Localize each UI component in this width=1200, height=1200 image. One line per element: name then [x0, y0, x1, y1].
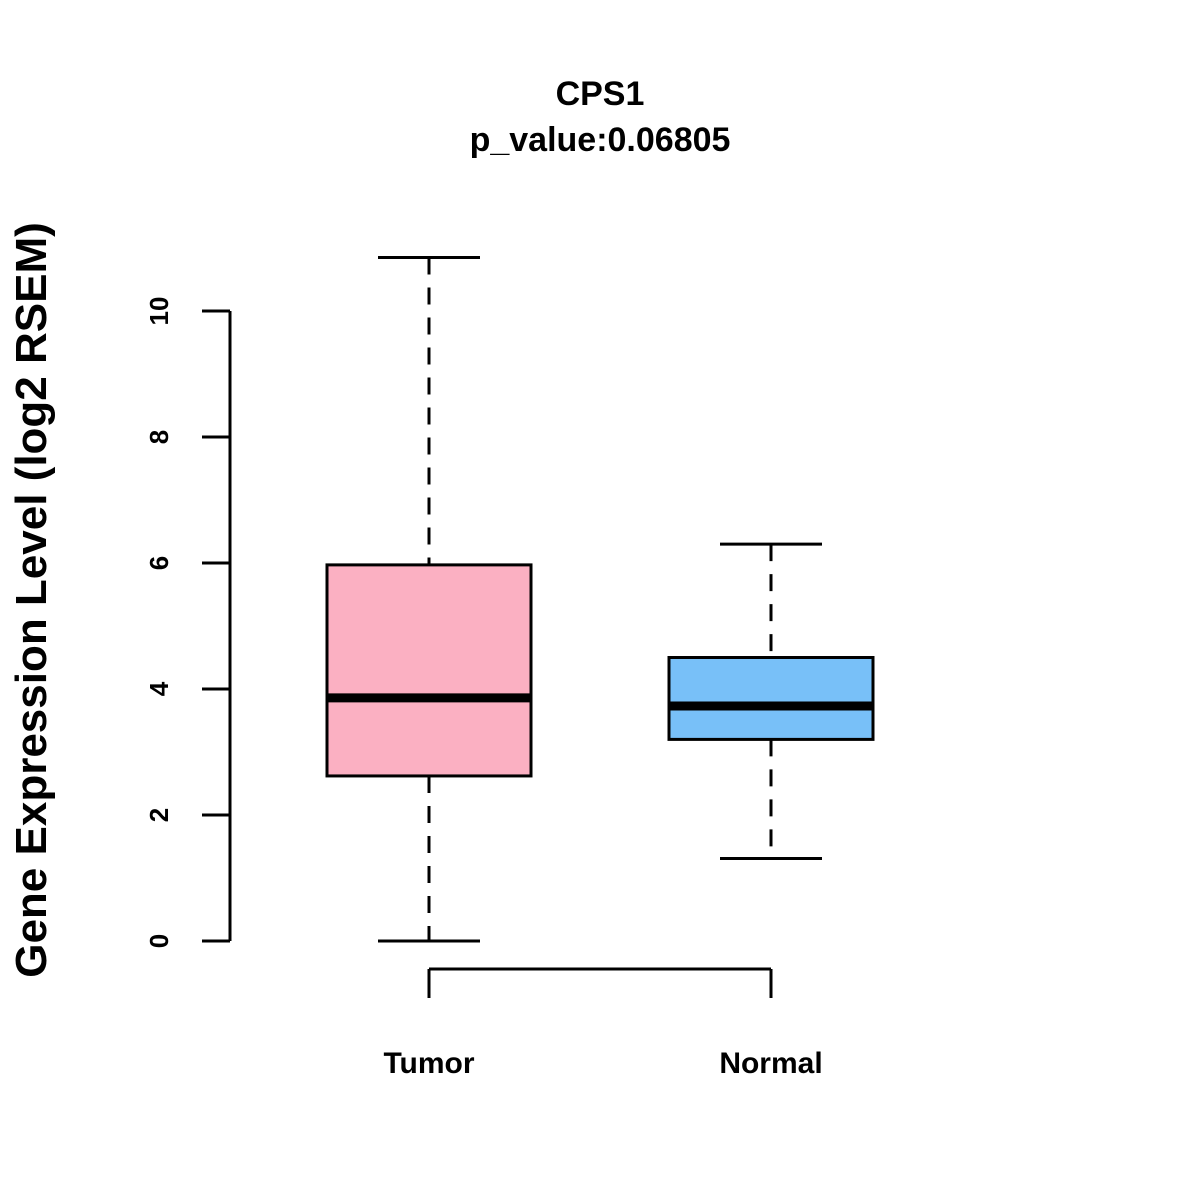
y-tick-label: 8	[144, 430, 174, 444]
y-tick-label: 10	[144, 297, 174, 326]
box-tumor	[325, 255, 533, 943]
y-tick-label: 6	[144, 556, 174, 570]
x-tick-label: Normal	[719, 1047, 822, 1080]
y-axis-label: Gene Expression Level (log2 RSEM)	[7, 222, 56, 978]
iqr-box	[325, 563, 533, 778]
iqr-box	[667, 656, 875, 741]
boxes-layer	[325, 255, 875, 943]
x-tick-label: Tumor	[383, 1047, 474, 1080]
chart-subtitle: p_value:0.06805	[470, 121, 731, 159]
chart-title: CPS1	[556, 75, 645, 113]
y-tick-label: 0	[144, 934, 174, 948]
y-axis: 0 2 4 6 8 10	[144, 297, 232, 948]
y-tick-label: 4	[144, 681, 174, 696]
y-tick-label: 2	[144, 808, 174, 822]
x-axis: Tumor Normal	[383, 967, 823, 1080]
box-normal	[667, 542, 875, 860]
